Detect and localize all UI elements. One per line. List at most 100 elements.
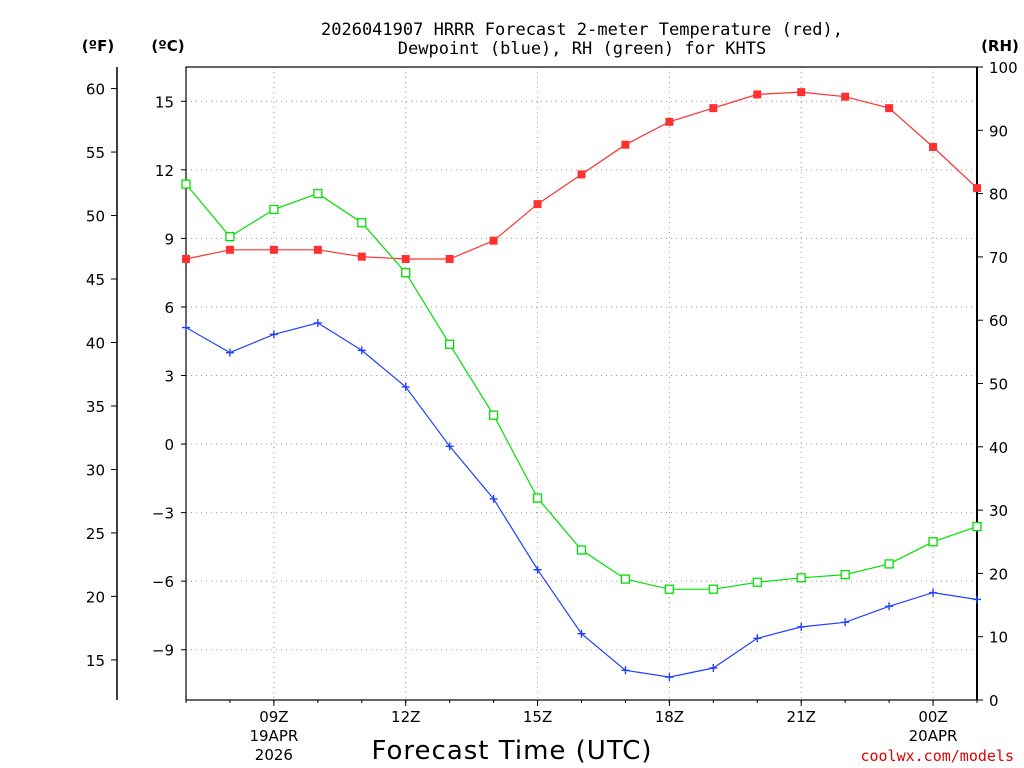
rh-tick-label: 20 bbox=[989, 565, 1008, 583]
rh-tick-label: 40 bbox=[989, 439, 1008, 457]
rh-point bbox=[401, 268, 411, 278]
celsius-tick-label: 9 bbox=[164, 230, 174, 248]
x-tick-label: 12Z bbox=[391, 708, 420, 726]
x-axis-title: Forecast Time (UTC) bbox=[371, 736, 652, 766]
fahrenheit-tick-label: 25 bbox=[86, 525, 105, 543]
rh-point bbox=[928, 537, 938, 547]
rh-point bbox=[313, 188, 323, 199]
dewpoint-point bbox=[973, 595, 981, 604]
rh-point bbox=[576, 545, 587, 555]
fahrenheit-tick-label: 55 bbox=[86, 144, 105, 162]
rh-point bbox=[752, 577, 762, 587]
x-tick-label: 00Z bbox=[918, 708, 947, 726]
rh-line bbox=[185, 183, 978, 590]
x-tick-label: 15Z bbox=[523, 708, 552, 726]
dewpoint-point bbox=[225, 348, 234, 357]
celsius-tick-label: 6 bbox=[164, 299, 174, 317]
temperature-point bbox=[489, 236, 498, 245]
celsius-tick-label: −3 bbox=[152, 505, 174, 523]
dewpoint-point bbox=[753, 634, 762, 643]
rh-point bbox=[357, 218, 367, 228]
rh-tick-label: 10 bbox=[989, 629, 1008, 647]
temperature-point bbox=[182, 254, 190, 263]
data-series bbox=[181, 88, 982, 682]
temperature-point bbox=[313, 245, 322, 254]
dewpoint-point bbox=[665, 673, 674, 682]
temperature-point bbox=[885, 104, 894, 113]
dewpoint-point bbox=[313, 318, 322, 327]
temperature-point bbox=[621, 140, 630, 149]
rh-tick-label: 0 bbox=[989, 692, 999, 710]
rh-point bbox=[445, 339, 455, 349]
celsius-tick-label: 0 bbox=[164, 436, 174, 454]
dewpoint-point bbox=[621, 666, 630, 675]
temperature-point bbox=[401, 254, 410, 263]
rh-point bbox=[796, 573, 806, 583]
dewpoint-point bbox=[929, 588, 938, 597]
fahrenheit-tick-label: 15 bbox=[86, 652, 105, 670]
x-tick-date-label: 20APR bbox=[909, 727, 958, 745]
rh-tick-label: 60 bbox=[989, 312, 1008, 330]
temperature-point bbox=[929, 142, 938, 151]
temperature-point bbox=[753, 90, 762, 99]
celsius-tick-label: −9 bbox=[152, 642, 174, 660]
x-tick-label: 18Z bbox=[655, 708, 684, 726]
rh-point bbox=[532, 493, 543, 503]
dewpoint-point bbox=[885, 602, 894, 611]
x-tick-year-label: 2026 bbox=[255, 746, 293, 764]
rh-tick-label: 90 bbox=[989, 122, 1008, 140]
rh-point bbox=[488, 410, 499, 420]
fahrenheit-unit-label: (ºF) bbox=[82, 37, 114, 55]
fahrenheit-tick-label: 35 bbox=[86, 398, 105, 416]
fahrenheit-tick-label: 20 bbox=[86, 588, 105, 606]
rh-point bbox=[972, 521, 982, 532]
rh-point bbox=[225, 231, 235, 242]
dewpoint-line bbox=[185, 322, 978, 678]
temperature-point bbox=[533, 200, 542, 209]
rh-tick-label: 50 bbox=[989, 376, 1008, 394]
dewpoint-point bbox=[841, 618, 850, 627]
temperature-point bbox=[577, 170, 586, 179]
rh-unit-label: (RH) bbox=[981, 37, 1019, 55]
temperature-point bbox=[709, 104, 718, 113]
celsius-tick-label: −6 bbox=[152, 573, 174, 591]
credit-link[interactable]: coolwx.com/models bbox=[860, 747, 1014, 765]
dewpoint-point bbox=[445, 442, 454, 451]
rh-point bbox=[840, 570, 850, 580]
celsius-unit-label: (ºC) bbox=[151, 37, 184, 55]
dewpoint-point bbox=[533, 565, 542, 574]
rh-tick-label: 70 bbox=[989, 249, 1008, 267]
plot-frame bbox=[185, 66, 978, 701]
rh-tick-label: 30 bbox=[989, 502, 1008, 520]
dewpoint-point bbox=[401, 382, 410, 391]
rh-point bbox=[269, 204, 279, 215]
fahrenheit-tick-label: 30 bbox=[86, 461, 105, 479]
chart-title-line-1: 2026041907 HRRR Forecast 2-meter Tempera… bbox=[321, 20, 843, 40]
dewpoint-point bbox=[797, 622, 806, 631]
temperature-point bbox=[665, 117, 674, 126]
temperature-point bbox=[797, 88, 806, 97]
fahrenheit-tick-label: 40 bbox=[86, 334, 105, 352]
celsius-tick-label: 15 bbox=[155, 93, 174, 111]
fahrenheit-tick-label: 50 bbox=[86, 208, 105, 226]
temperature-point bbox=[225, 245, 234, 254]
rh-point bbox=[708, 584, 718, 594]
celsius-tick-label: 12 bbox=[155, 162, 174, 180]
fahrenheit-tick-label: 45 bbox=[86, 271, 105, 289]
temperature-point bbox=[357, 252, 366, 261]
temperature-point bbox=[841, 92, 850, 101]
dewpoint-point bbox=[577, 629, 586, 638]
x-tick-date-label: 19APR bbox=[249, 727, 298, 745]
rh-point bbox=[620, 574, 631, 584]
rh-tick-label: 100 bbox=[989, 59, 1018, 77]
dewpoint-point bbox=[709, 664, 718, 673]
dewpoint-point bbox=[269, 330, 278, 339]
dewpoint-point bbox=[489, 494, 498, 503]
dewpoint-point bbox=[182, 323, 190, 332]
temperature-point bbox=[973, 184, 981, 193]
grid-lines bbox=[186, 67, 977, 700]
dewpoint-point bbox=[357, 346, 366, 355]
celsius-tick-label: 3 bbox=[164, 368, 174, 386]
